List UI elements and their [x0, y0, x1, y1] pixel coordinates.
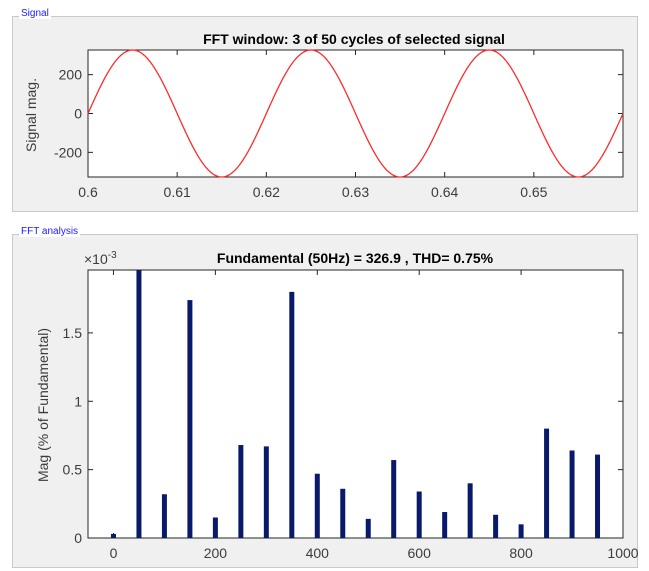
signal-y-tick-label: 0: [74, 106, 82, 122]
signal-x-tick-label: 0.65: [520, 184, 547, 200]
fft-harmonic-bar: [365, 518, 371, 538]
fft-chart-title: Fundamental (50Hz) = 326.9 , THD= 0.75%: [217, 250, 494, 266]
fft-y-tick-label: 1.5: [63, 325, 83, 341]
fft-harmonic-bar: [110, 533, 116, 538]
signal-waveform-line: [87, 49, 624, 178]
fft-harmonic-bar: [391, 460, 397, 538]
signal-x-tick-label: 0.6: [78, 184, 98, 200]
fft-harmonic-bar: [314, 473, 320, 538]
fft-harmonic-bar: [238, 445, 244, 538]
signal-x-tick-label: 0.64: [431, 184, 458, 200]
signal-chart-title: FFT window: 3 of 50 cycles of selected s…: [203, 31, 505, 47]
fft-harmonic-bar: [595, 454, 601, 538]
signal-x-tick-label: 0.62: [253, 184, 280, 200]
signal-y-tick-label: -200: [54, 144, 82, 160]
fft-harmonic-bar: [136, 270, 142, 538]
fft-plot-area: [87, 269, 624, 539]
fft-harmonic-bar: [289, 291, 295, 538]
signal-y-tick-label: 200: [59, 67, 83, 83]
signal-x-tick-label: 0.63: [342, 184, 369, 200]
fft-harmonic-bar: [340, 488, 346, 538]
fft-harmonic-bar: [544, 428, 550, 538]
signal-panel-title: Signal: [19, 8, 51, 19]
fft-y-tick-label: 1: [74, 393, 82, 409]
fft-panel-title: FFT analysis: [19, 226, 81, 237]
fft-y-tick-label: 0: [74, 530, 82, 546]
fft-x-tick-label: 400: [306, 545, 330, 561]
fft-x-tick-label: 0: [110, 545, 118, 561]
fft-harmonic-bar: [467, 483, 473, 538]
fft-scale-factor-label: ×10-3: [84, 250, 117, 267]
fft-x-tick-label: 200: [204, 545, 228, 561]
fft-x-tick-label: 1000: [607, 545, 638, 561]
fft-harmonic-bar: [493, 514, 499, 538]
fft-harmonic-bar: [187, 300, 193, 538]
fft-harmonic-bar: [212, 517, 218, 538]
fft-x-tick-label: 800: [509, 545, 533, 561]
fft-harmonic-bar: [161, 494, 167, 538]
fft-harmonic-bar: [263, 446, 269, 538]
signal-x-tick-label: 0.61: [164, 184, 191, 200]
fft-harmonic-bar: [442, 512, 448, 538]
fft-y-tick-label: 0.5: [63, 462, 83, 478]
fft-harmonic-bar: [518, 524, 524, 538]
fft-harmonic-bar: [569, 450, 575, 538]
fft-y-axis-label: Mag (% of Fundamental): [35, 328, 51, 482]
fft-harmonic-bar: [416, 491, 422, 538]
fft-x-tick-label: 600: [408, 545, 432, 561]
signal-y-axis-label: Signal mag.: [23, 78, 39, 152]
